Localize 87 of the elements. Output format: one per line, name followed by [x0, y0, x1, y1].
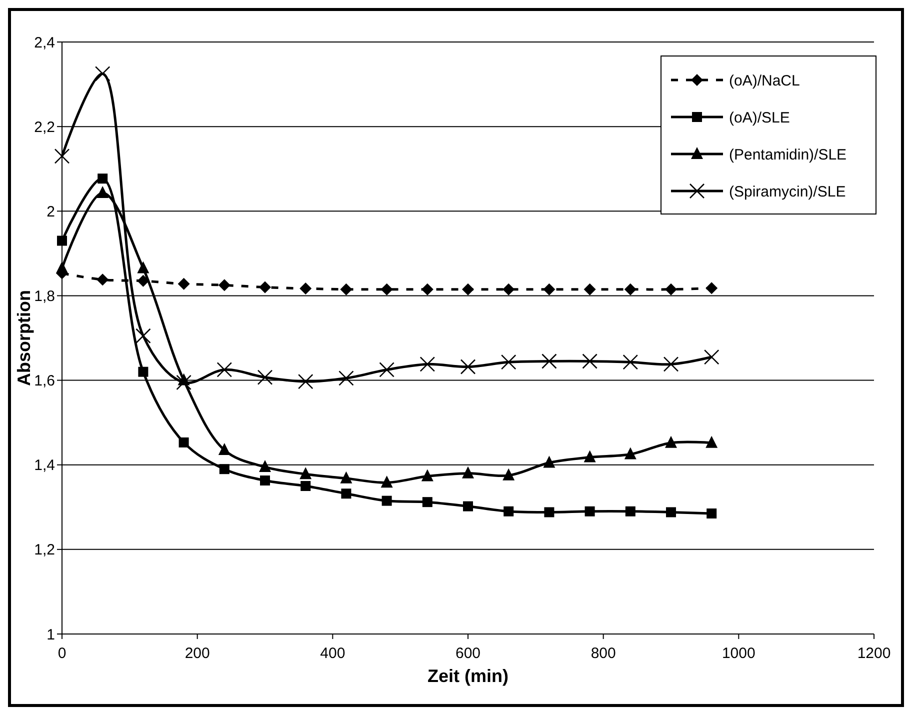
y-axis-title: Absorption [14, 290, 34, 386]
point [624, 283, 636, 296]
point [298, 374, 314, 390]
point [462, 283, 474, 296]
point [460, 359, 476, 374]
point [584, 450, 596, 462]
point [502, 468, 515, 480]
y-tick-label: 1,6 [34, 372, 55, 390]
point [341, 488, 352, 499]
point [178, 437, 189, 448]
y-tick-label: 1,8 [34, 288, 55, 305]
point [178, 278, 190, 290]
point [582, 354, 598, 369]
point [300, 282, 312, 295]
y-tick-label: 2,2 [34, 118, 55, 136]
point [663, 356, 679, 372]
point [502, 283, 515, 296]
point [422, 497, 432, 508]
point [257, 370, 273, 385]
point [136, 328, 151, 344]
point [259, 460, 271, 472]
y-tick-label: 1,2 [34, 542, 55, 559]
point [666, 507, 676, 518]
point [54, 148, 70, 164]
x-tick-label: 1200 [857, 645, 891, 662]
point [216, 362, 232, 378]
point [544, 507, 554, 518]
x-tick-label: 600 [455, 645, 481, 662]
point [543, 283, 556, 296]
point [584, 506, 595, 516]
point [137, 261, 150, 274]
point [380, 283, 393, 296]
point [340, 283, 352, 296]
point [463, 501, 473, 512]
y-tick-label: 2,4 [34, 34, 55, 52]
point [96, 274, 109, 286]
legend-label: (oA)/NaCL [729, 72, 800, 90]
point [665, 436, 677, 448]
point [421, 283, 434, 296]
point [300, 467, 312, 480]
point [340, 471, 352, 484]
point [706, 508, 717, 518]
point [96, 186, 109, 198]
legend-label: (Pentamidin)/SLE [729, 146, 847, 164]
point [622, 354, 638, 370]
y-tick-label: 1 [46, 626, 55, 644]
point [706, 436, 718, 448]
x-tick-label: 1000 [722, 645, 756, 662]
point [420, 356, 436, 372]
y-tick-label: 1,4 [34, 457, 55, 474]
point [57, 236, 67, 246]
point [176, 374, 192, 390]
point [421, 469, 434, 482]
point [382, 496, 392, 506]
point [338, 370, 354, 386]
point [624, 447, 636, 460]
point [218, 443, 230, 456]
point [584, 283, 596, 296]
point [94, 66, 110, 82]
point [625, 506, 636, 516]
point [380, 476, 393, 488]
point [704, 349, 720, 365]
point [56, 261, 68, 274]
legend-label: (Spiramycin)/SLE [729, 183, 846, 200]
point [504, 506, 514, 516]
x-tick-label: 400 [320, 645, 346, 662]
point [543, 456, 556, 468]
point [665, 283, 677, 296]
point [706, 282, 718, 294]
point [219, 464, 230, 474]
x-tick-label: 0 [58, 645, 66, 662]
x-tick-label: 800 [590, 645, 616, 662]
y-tick-label: 2 [46, 203, 55, 220]
point [218, 279, 230, 292]
point [542, 354, 557, 369]
x-axis-title: Zeit (min) [428, 666, 508, 686]
legend-label: (oA)/SLE [729, 109, 790, 126]
point [462, 466, 474, 478]
point [500, 354, 516, 370]
point [260, 476, 270, 486]
point [259, 281, 271, 294]
point [98, 174, 108, 184]
point [379, 362, 394, 378]
point [137, 274, 150, 287]
point [300, 481, 311, 491]
point [138, 366, 148, 377]
x-tick-label: 200 [184, 645, 210, 662]
